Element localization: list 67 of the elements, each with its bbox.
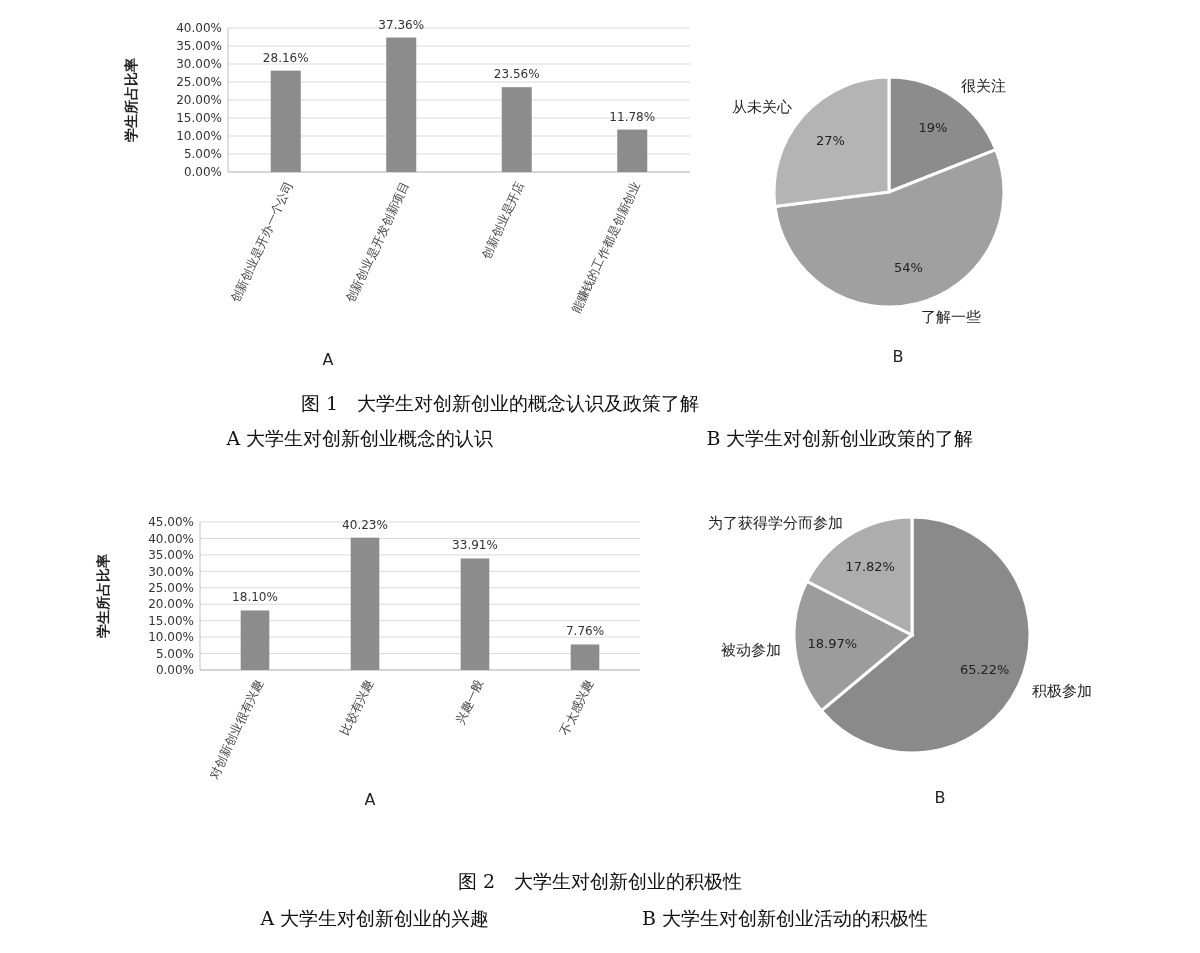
bar <box>501 87 532 172</box>
y-tick-label: 35.00% <box>176 39 222 54</box>
y-tick-label: 20.00% <box>148 597 194 612</box>
x-tick-label: 创新创业是开发创新项目 <box>343 179 412 305</box>
y-tick-label: 5.00% <box>183 147 222 162</box>
data-label: 54% <box>893 260 923 276</box>
text: A <box>322 350 334 369</box>
y-tick-label: 40.00% <box>176 21 222 36</box>
y-tick-label: 0.00% <box>155 663 194 678</box>
y-axis-title: 学生所占比率 <box>123 58 139 142</box>
y-tick-label: 5.00% <box>155 646 194 661</box>
bar <box>460 558 490 670</box>
data-label: 11.78% <box>609 109 656 124</box>
data-label: 17.82% <box>845 559 895 575</box>
data-label: 18.97% <box>807 636 858 652</box>
y-tick-label: 35.00% <box>148 548 194 563</box>
y-tick-label: 20.00% <box>176 93 222 108</box>
slice-label: 被动参加 <box>720 640 781 659</box>
bar <box>270 70 301 172</box>
data-label: 40.23% <box>342 517 388 532</box>
slice-label: 很关注 <box>961 76 1007 95</box>
x-tick-label: 能赚钱的工作都是创新创业 <box>569 179 643 316</box>
y-tick-label: 15.00% <box>148 613 194 628</box>
data-label: 7.76% <box>565 624 605 639</box>
slice-label: 从未关心 <box>732 98 793 117</box>
data-label: 19% <box>918 119 948 135</box>
y-tick-label: 25.00% <box>176 75 222 90</box>
y-tick-label: 10.00% <box>148 630 194 645</box>
y-tick-label: 15.00% <box>176 111 222 126</box>
text: B <box>892 347 904 366</box>
bar <box>617 129 648 172</box>
slice-label: 为了获得学分而参加 <box>708 513 844 532</box>
data-label: 27% <box>815 132 845 148</box>
y-tick-label: 10.00% <box>176 129 222 144</box>
x-tick-label: 对创新创业很有兴趣 <box>207 677 266 781</box>
text: A 大学生对创新创业概念的认识 <box>225 427 494 449</box>
y-tick-label: 45.00% <box>148 515 194 530</box>
x-tick-label: 创新创业是开店 <box>479 179 528 262</box>
slice-label: 了解一些 <box>921 308 982 326</box>
data-label: 33.91% <box>452 538 498 553</box>
x-tick-label: 比较有兴趣 <box>337 677 376 738</box>
text: A 大学生对创新创业的兴趣 <box>259 907 490 929</box>
text: A <box>364 790 376 809</box>
text: B 大学生对创新创业活动的积极性 <box>641 907 929 929</box>
y-axis-title: 学生所占比率 <box>95 554 111 638</box>
y-tick-label: 30.00% <box>176 57 222 72</box>
bar <box>350 537 380 670</box>
caption: 图 2 大学生对创新创业的积极性 <box>457 870 743 892</box>
bar <box>240 610 270 670</box>
x-tick-label: 创新创业是开办一个公司 <box>227 179 297 305</box>
x-tick-label: 兴趣一般 <box>452 677 486 727</box>
text: B 大学生对创新创业政策的了解 <box>706 427 974 449</box>
data-label: 65.22% <box>959 661 1010 677</box>
text: B <box>934 788 946 807</box>
data-label: 23.56% <box>493 67 540 82</box>
data-label: 28.16% <box>262 50 309 65</box>
bar <box>386 37 417 172</box>
y-tick-label: 40.00% <box>148 531 194 546</box>
slice-label: 积极参加 <box>1031 682 1092 701</box>
y-tick-label: 25.00% <box>148 580 194 595</box>
y-tick-label: 30.00% <box>148 564 194 579</box>
data-label: 37.36% <box>378 17 425 32</box>
caption: 图 1 大学生对创新创业的概念认识及政策了解 <box>300 392 700 414</box>
y-tick-label: 0.00% <box>183 165 222 180</box>
bar <box>570 644 600 670</box>
data-label: 18.10% <box>232 590 278 605</box>
x-tick-label: 不太感兴趣 <box>557 677 596 738</box>
